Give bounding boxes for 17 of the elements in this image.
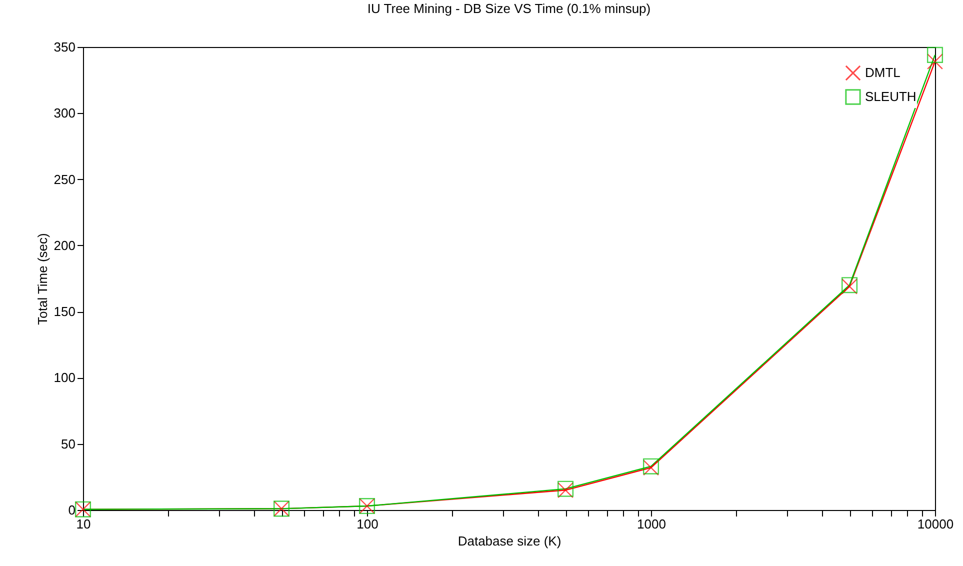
y-axis-title: Total Time (sec): [34, 233, 50, 325]
x-axis-title: Database size (K): [458, 534, 562, 548]
y-tick-label: 0: [68, 502, 76, 518]
y-tick-label: 300: [54, 106, 76, 121]
x-tick-label: 1000: [637, 516, 666, 532]
chart-title: IU Tree Mining - DB Size VS Time (0.1% minsup): [367, 1, 651, 16]
legend-label: DMTL: [865, 65, 900, 80]
y-tick-label: 150: [54, 304, 76, 320]
y-tick-label: 50: [61, 436, 76, 452]
y-tick-label: 100: [54, 370, 76, 386]
y-tick-label: 250: [54, 172, 76, 187]
x-tick-label: 10: [76, 516, 91, 532]
legend-label: SLEUTH: [865, 89, 916, 104]
x-tick-label: 100: [356, 516, 378, 532]
y-tick-label: 350: [54, 40, 76, 54]
x-tick-label: 10000: [917, 516, 954, 532]
y-tick-label: 200: [54, 238, 76, 253]
